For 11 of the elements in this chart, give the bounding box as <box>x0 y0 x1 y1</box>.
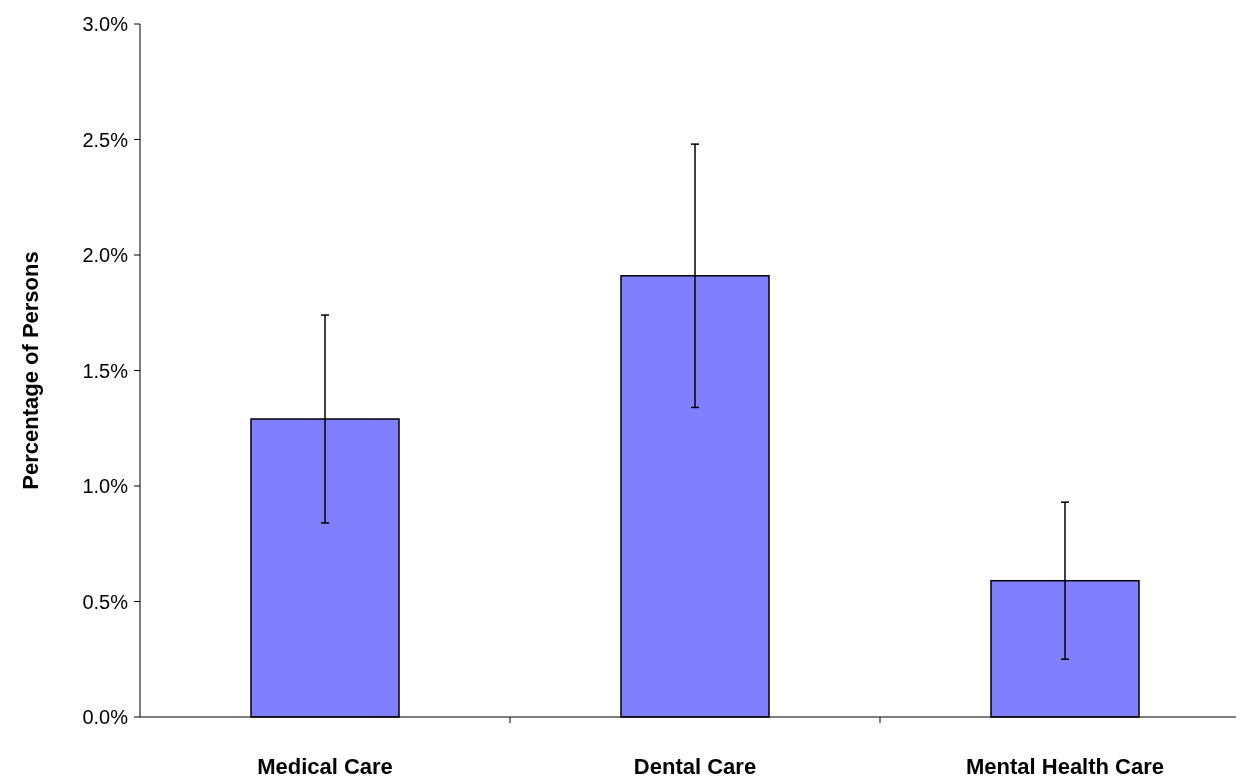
y-tick-label: 2.5% <box>82 128 129 151</box>
y-tick-label: 1.0% <box>82 475 129 497</box>
x-tick-label: Mental Health Care <box>965 754 1165 779</box>
x-tick-label: Dental Care <box>633 754 757 779</box>
x-tick-label: Medical Care <box>257 754 393 779</box>
y-tick-label: 0.0% <box>82 706 129 728</box>
y-axis-title: Percentage of Persons <box>18 251 43 490</box>
y-tick-label: 0.5% <box>82 590 129 613</box>
y-tick-label: 3.0% <box>82 13 129 35</box>
y-tick-label: 1.5% <box>82 359 129 382</box>
y-tick-label: 2.0% <box>82 244 129 266</box>
